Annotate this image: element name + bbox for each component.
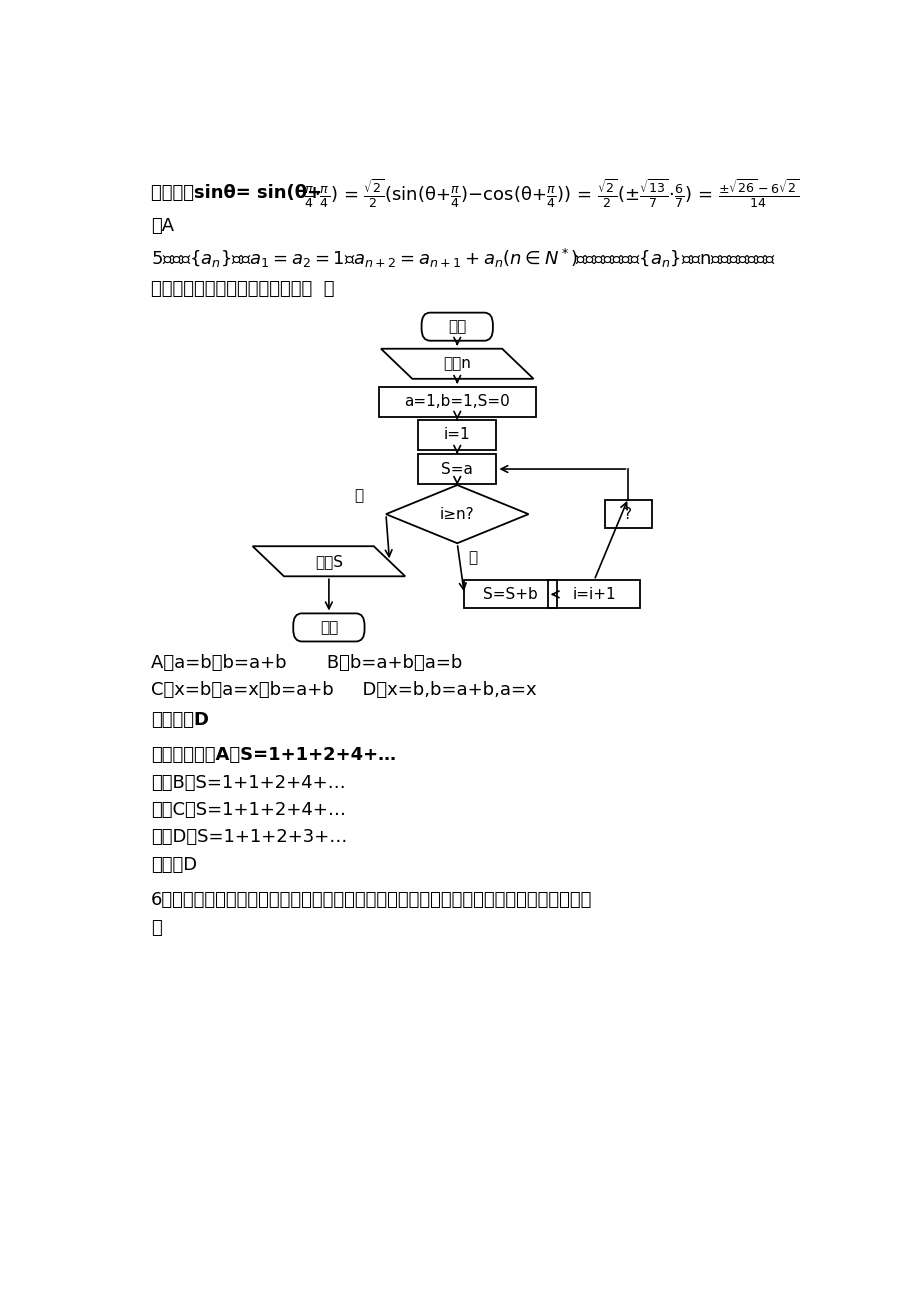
Text: S=S+b: S=S+b <box>482 587 538 602</box>
Text: 所以选D: 所以选D <box>151 855 197 874</box>
Text: 是: 是 <box>354 488 363 504</box>
Text: i≥n?: i≥n? <box>439 506 474 522</box>
Bar <box>417 421 496 450</box>
Bar <box>417 454 496 484</box>
Text: 输出S: 输出S <box>314 553 343 569</box>
Bar <box>547 581 640 608</box>
Text: a=1,b=1,S=0: a=1,b=1,S=0 <box>404 395 509 409</box>
Text: 执行B得S=1+1+2+4+…: 执行B得S=1+1+2+4+… <box>151 773 345 792</box>
Bar <box>605 500 651 529</box>
Text: 执行C得S=1+1+2+4+…: 执行C得S=1+1+2+4+… <box>151 801 346 819</box>
Text: 否: 否 <box>468 549 477 565</box>
Bar <box>379 387 535 417</box>
Text: 【解析】sinθ= sin(θ+: 【解析】sinθ= sin(θ+ <box>151 185 322 202</box>
Text: $\frac{\pi}{4}$$\cdot$$\frac{\pi}{4}$) = $\frac{\sqrt{2}}{2}$(sin(θ+$\frac{\pi}{: $\frac{\pi}{4}$$\cdot$$\frac{\pi}{4}$) =… <box>303 177 799 210</box>
Text: i=1: i=1 <box>444 427 470 443</box>
Text: 【解析】执行A得S=1+1+2+4+…: 【解析】执行A得S=1+1+2+4+… <box>151 746 395 764</box>
Text: ?: ? <box>624 506 631 522</box>
Text: 结束: 结束 <box>320 620 337 635</box>
Text: 6．一个几何体三视图如图所示，侧视图上的数值是对应线段的长度，则该几何体的体积为（: 6．一个几何体三视图如图所示，侧视图上的数值是对应线段的长度，则该几何体的体积为… <box>151 891 592 909</box>
Text: 开始: 开始 <box>448 319 466 335</box>
Text: 选A: 选A <box>151 217 174 236</box>
Text: ）: ） <box>151 919 161 937</box>
Text: 执行D得S=1+1+2+3+…: 执行D得S=1+1+2+3+… <box>151 828 346 846</box>
Text: 【答案】D: 【答案】D <box>151 711 209 729</box>
Text: 5．数列{$a_n$}中，$a_1=a_2=1$，$a_{n+2}=a_{n+1}+a_n$($n\in N^*$)，设计一种计算{$a_n$}的前n项和的算法: 5．数列{$a_n$}中，$a_1=a_2=1$，$a_{n+2}=a_{n+1… <box>151 247 775 270</box>
Text: S=a: S=a <box>441 461 472 477</box>
Bar <box>464 581 557 608</box>
Text: i=i+1: i=i+1 <box>572 587 616 602</box>
Text: 如下，其中赋值框中应填入的是（  ）: 如下，其中赋值框中应填入的是（ ） <box>151 280 334 298</box>
Text: A．a=b，b=a+b       B．b=a+b，a=b: A．a=b，b=a+b B．b=a+b，a=b <box>151 654 461 672</box>
Text: C．x=b，a=x，b=a+b     D．x=b,b=a+b,a=x: C．x=b，a=x，b=a+b D．x=b,b=a+b,a=x <box>151 681 536 699</box>
Text: 输入n: 输入n <box>443 357 471 371</box>
